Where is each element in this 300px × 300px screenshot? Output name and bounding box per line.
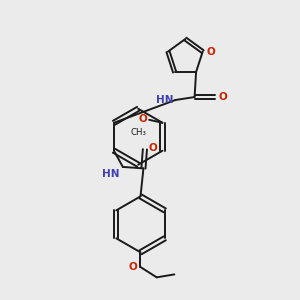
Text: O: O bbox=[138, 114, 147, 124]
Text: O: O bbox=[207, 46, 216, 57]
Text: CH₃: CH₃ bbox=[131, 128, 147, 137]
Text: HN: HN bbox=[102, 169, 119, 179]
Text: O: O bbox=[128, 262, 137, 272]
Text: O: O bbox=[148, 143, 157, 153]
Text: O: O bbox=[218, 92, 227, 102]
Text: HN: HN bbox=[156, 95, 173, 105]
